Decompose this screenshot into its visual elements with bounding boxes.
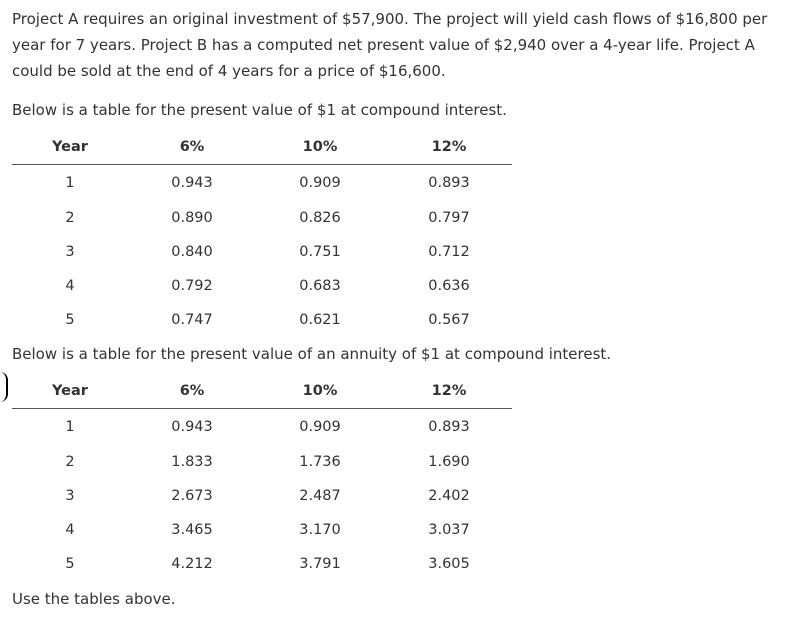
cell-year: 1	[65, 419, 75, 435]
cell-year: 2	[65, 210, 75, 226]
table-row: 5 4.212 3.791 3.605	[12, 545, 512, 579]
header-6-percent: 6%	[179, 383, 205, 399]
cell-10-percent: 0.826	[299, 210, 341, 226]
pv-table-caption: Below is a table for the present value o…	[12, 101, 507, 119]
table-row: 2 1.833 1.736 1.690	[12, 443, 512, 477]
cell-12-percent: 0.567	[428, 312, 470, 328]
cell-12-percent: 3.605	[428, 556, 470, 572]
cell-6-percent: 1.833	[171, 454, 213, 470]
cell-12-percent: 0.797	[428, 210, 470, 226]
table-row: 2 0.890 0.826 0.797	[12, 199, 512, 233]
cell-6-percent: 0.943	[171, 419, 213, 435]
cell-6-percent: 3.465	[171, 522, 213, 538]
cell-year: 3	[65, 488, 75, 504]
cell-year: 2	[65, 454, 75, 470]
cell-12-percent: 0.712	[428, 244, 470, 260]
table-header: Year 6% 10% 12%	[12, 137, 512, 165]
edge-bracket	[0, 372, 8, 402]
table-row: 4 0.792 0.683 0.636	[12, 267, 512, 301]
cell-12-percent: 0.893	[428, 175, 470, 191]
cell-6-percent: 0.747	[171, 312, 213, 328]
cell-10-percent: 0.909	[299, 419, 341, 435]
header-12-percent: 12%	[431, 139, 467, 155]
cell-10-percent: 0.683	[299, 278, 341, 294]
table-row: 1 0.943 0.909 0.893	[12, 409, 512, 443]
cell-year: 4	[65, 522, 75, 538]
table-row: 1 0.943 0.909 0.893	[12, 165, 512, 199]
header-year: Year	[52, 383, 88, 399]
cell-year: 4	[65, 278, 75, 294]
cell-6-percent: 0.943	[171, 175, 213, 191]
cell-6-percent: 0.840	[171, 244, 213, 260]
header-10-percent: 10%	[302, 383, 338, 399]
present-value-table: Year 6% 10% 12% 1 0.943 0.909 0.893 2 0.…	[12, 137, 512, 335]
problem-statement: Project A requires an original investmen…	[12, 10, 768, 80]
cell-10-percent: 0.909	[299, 175, 341, 191]
instruction-text: Use the tables above.	[12, 590, 176, 608]
cell-6-percent: 2.673	[171, 488, 213, 504]
cell-6-percent: 0.890	[171, 210, 213, 226]
table-row: 5 0.747 0.621 0.567	[12, 301, 512, 335]
cell-10-percent: 2.487	[299, 488, 341, 504]
table-header: Year 6% 10% 12%	[12, 381, 512, 409]
cell-10-percent: 0.621	[299, 312, 341, 328]
table-row: 4 3.465 3.170 3.037	[12, 511, 512, 545]
annuity-table-caption: Below is a table for the present value o…	[12, 345, 612, 363]
cell-6-percent: 4.212	[171, 556, 213, 572]
header-6-percent: 6%	[179, 139, 205, 155]
cell-year: 5	[65, 312, 75, 328]
table-row: 3 2.673 2.487 2.402	[12, 477, 512, 511]
header-10-percent: 10%	[302, 139, 338, 155]
cell-year: 5	[65, 556, 75, 572]
cell-12-percent: 1.690	[428, 454, 470, 470]
cell-12-percent: 0.893	[428, 419, 470, 435]
cell-year: 1	[65, 175, 75, 191]
cell-12-percent: 3.037	[428, 522, 470, 538]
cell-year: 3	[65, 244, 75, 260]
annuity-table: Year 6% 10% 12% 1 0.943 0.909 0.893 2 1.…	[12, 381, 512, 579]
cell-12-percent: 2.402	[428, 488, 470, 504]
table-row: 3 0.840 0.751 0.712	[12, 233, 512, 267]
cell-10-percent: 0.751	[299, 244, 341, 260]
header-year: Year	[52, 139, 88, 155]
cell-10-percent: 3.170	[299, 522, 341, 538]
cell-6-percent: 0.792	[171, 278, 213, 294]
cell-10-percent: 3.791	[299, 556, 341, 572]
cell-12-percent: 0.636	[428, 278, 470, 294]
header-12-percent: 12%	[431, 383, 467, 399]
cell-10-percent: 1.736	[299, 454, 341, 470]
